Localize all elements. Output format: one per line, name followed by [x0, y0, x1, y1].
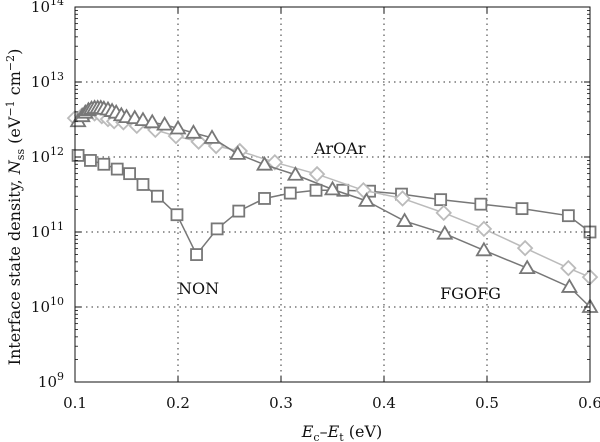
annotations: NON ArOAr FGOFG: [178, 139, 501, 303]
series-layer: [66, 99, 599, 313]
data-point: [266, 154, 284, 171]
series-line: [77, 154, 591, 256]
x-tick-label: 0.4: [372, 394, 396, 412]
x-tick-labels: 0.1 0.2 0.3 0.4 0.5 0.6: [63, 394, 600, 412]
y-tick-label: 1014: [31, 0, 64, 16]
data-point: [309, 183, 323, 197]
data-point: [134, 111, 152, 127]
data-point: [396, 212, 414, 227]
data-point: [436, 224, 454, 240]
data-point: [560, 278, 578, 293]
y-tick-labels: 109 1010 1011 1012 1013 1014: [31, 0, 64, 391]
data-point: [136, 178, 150, 191]
data-point: [170, 208, 184, 222]
data-point: [434, 193, 448, 207]
data-point: [156, 115, 174, 131]
data-point: [323, 180, 342, 196]
data-point: [561, 209, 575, 223]
series-fgofg: [69, 99, 599, 313]
y-tick-label: 1010: [31, 295, 64, 316]
data-point: [394, 190, 411, 207]
y-tick-label: 1011: [31, 220, 64, 241]
data-point: [255, 155, 274, 171]
data-point: [518, 259, 536, 275]
data-point: [435, 204, 453, 222]
annotation-fgofg: FGOFG: [440, 284, 501, 303]
data-point: [143, 113, 161, 129]
data-point: [71, 149, 85, 162]
data-point: [475, 241, 493, 257]
x-tick-label: 0.1: [63, 394, 87, 412]
x-axis-title: Ec–Et (eV): [301, 422, 383, 442]
y-tick-label: 1012: [31, 145, 64, 166]
y-axis-title: Interface state density, Nss (eV−1 cm−2): [4, 49, 27, 366]
data-point: [283, 186, 297, 200]
data-point: [515, 202, 529, 216]
data-point: [286, 165, 304, 181]
x-tick-label: 0.2: [166, 394, 190, 412]
y-tick-label: 1013: [31, 70, 64, 91]
data-point: [258, 192, 271, 205]
data-point: [97, 157, 111, 171]
data-point: [308, 165, 326, 183]
data-point: [560, 259, 577, 277]
x-tick-label: 0.5: [475, 394, 499, 412]
data-point: [84, 154, 97, 167]
data-point: [357, 192, 376, 207]
data-point: [190, 248, 203, 261]
data-point: [184, 124, 203, 139]
data-point: [516, 239, 534, 257]
plot-frame: [74, 6, 591, 383]
data-point: [474, 197, 488, 211]
data-point: [203, 129, 221, 144]
data-point: [475, 220, 493, 238]
data-point: [123, 167, 136, 181]
annotation-non: NON: [178, 279, 219, 298]
data-point: [232, 204, 246, 218]
data-point: [150, 189, 164, 203]
data-point: [169, 119, 187, 135]
y-tick-label: 109: [38, 370, 64, 391]
x-tick-label: 0.6: [578, 394, 600, 412]
x-tick-label: 0.3: [269, 394, 293, 412]
data-point: [210, 222, 224, 236]
axis-ticks: [74, 6, 591, 383]
annotation-aroar: ArOAr: [313, 139, 366, 158]
data-point: [110, 162, 124, 176]
data-point: [229, 145, 247, 160]
